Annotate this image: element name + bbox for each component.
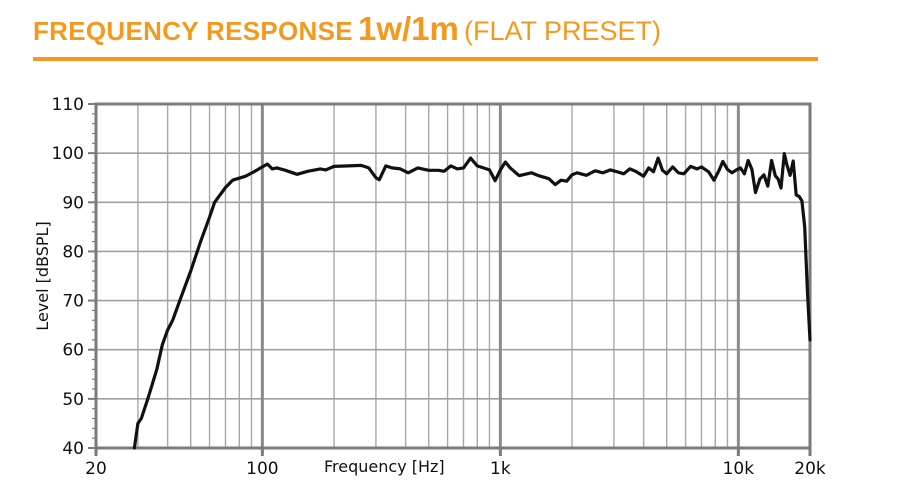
y-tick-label: 110 bbox=[52, 95, 84, 115]
x-tick-label: 20k bbox=[794, 459, 826, 479]
x-tick-label: 1k bbox=[490, 459, 511, 479]
x-tick-label: 20 bbox=[85, 459, 107, 479]
y-axis-tick-labels: 40 50 60 70 80 90 100 110 bbox=[52, 95, 84, 459]
x-tick-label: 100 bbox=[246, 459, 278, 479]
y-tick-label: 70 bbox=[62, 292, 84, 312]
title-underline bbox=[33, 57, 818, 61]
title-condition: 1w/1m bbox=[357, 10, 459, 47]
y-axis-label: Level [dBSPL] bbox=[33, 221, 52, 330]
response-curve bbox=[132, 152, 812, 450]
plot-frame bbox=[94, 102, 812, 450]
x-tick-label: 10k bbox=[723, 459, 755, 479]
title-main: FREQUENCY RESPONSE bbox=[33, 16, 353, 46]
y-tick-label: 90 bbox=[62, 193, 84, 213]
x-axis-tick-labels: 20 100 1k 10k 20k bbox=[85, 459, 826, 479]
x-axis-label: Frequency [Hz] bbox=[324, 457, 445, 476]
minor-gridlines bbox=[96, 104, 810, 448]
major-gridlines bbox=[260, 104, 740, 448]
chart-title: FREQUENCY RESPONSE 1w/1m (FLAT PRESET) bbox=[33, 12, 661, 45]
y-tick-label: 40 bbox=[62, 439, 84, 459]
title-preset: (FLAT PRESET) bbox=[463, 16, 661, 46]
y-tick-label: 100 bbox=[52, 144, 84, 164]
y-tick-label: 60 bbox=[62, 341, 84, 361]
y-tick-label: 80 bbox=[62, 242, 84, 262]
y-tick-label: 50 bbox=[62, 390, 84, 410]
